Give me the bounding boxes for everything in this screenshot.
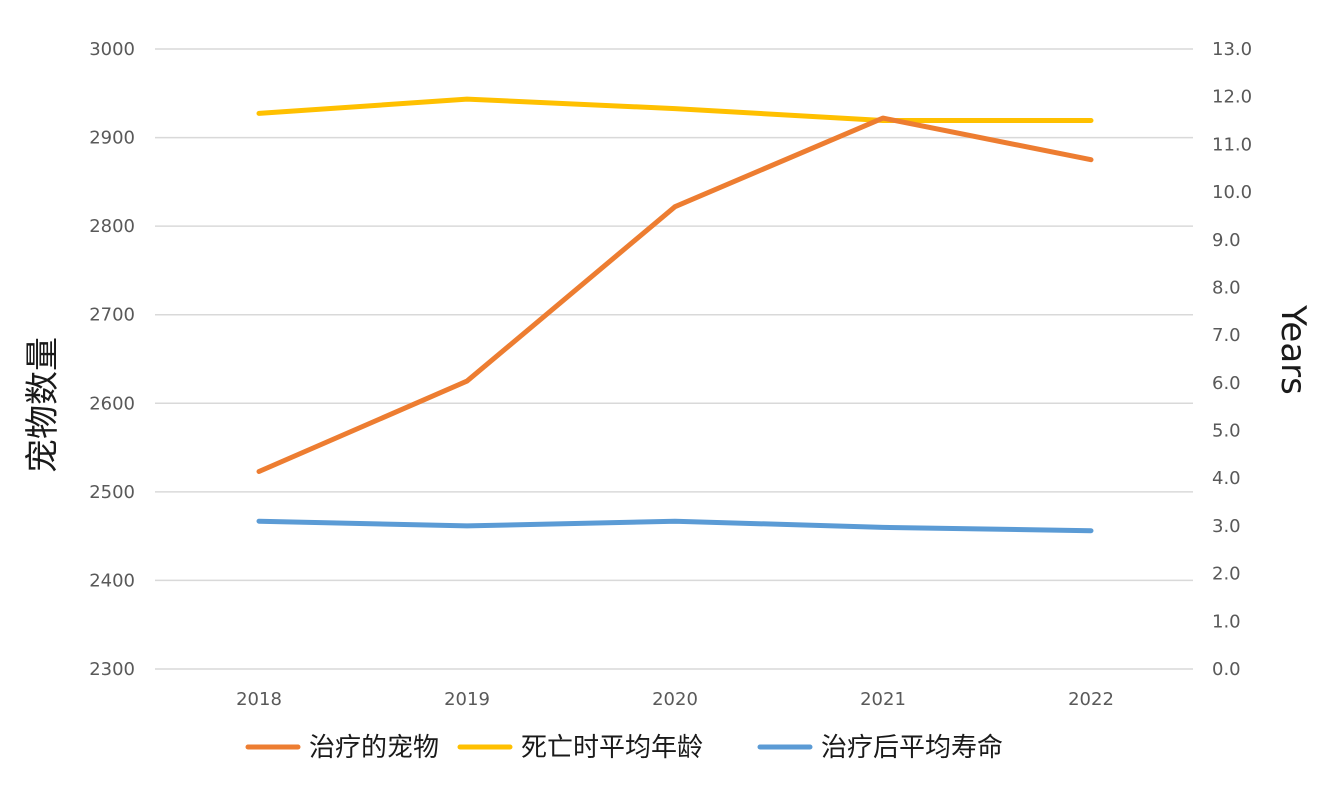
legend-label: 死亡时平均年龄 (521, 733, 703, 763)
x-tick-label: 2021 (860, 689, 906, 710)
left-tick-label: 2500 (89, 482, 135, 503)
right-tick-label: 2.0 (1212, 564, 1241, 585)
x-tick-label: 2019 (444, 689, 490, 710)
series-line-0 (256, 115, 1094, 474)
right-tick-label: 9.0 (1212, 230, 1241, 251)
legend: 治疗的宠物 死亡时平均年龄 治疗后平均寿命 (245, 733, 1003, 763)
right-tick-label: 8.0 (1212, 277, 1241, 298)
right-tick-label: 12.0 (1212, 87, 1252, 108)
x-tick-label: 2022 (1068, 689, 1114, 710)
left-tick-label: 3000 (89, 39, 135, 60)
left-tick-label: 2900 (89, 128, 135, 149)
right-tick-label: 7.0 (1212, 325, 1241, 346)
x-tick-label: 2018 (236, 689, 282, 710)
x-axis-ticks: 2018 2019 2020 2021 2022 (236, 689, 1114, 710)
left-tick-label: 2700 (89, 305, 135, 326)
legend-label: 治疗后平均寿命 (821, 733, 1003, 763)
left-tick-label: 2400 (89, 570, 135, 591)
series-line-1 (256, 96, 1094, 123)
left-tick-label: 2600 (89, 393, 135, 414)
gridlines (155, 48, 1193, 670)
left-axis-title: 宠物数量 (23, 337, 63, 473)
series-lines (256, 96, 1094, 534)
right-axis-title: Years (1273, 304, 1313, 395)
right-tick-label: 5.0 (1212, 421, 1241, 442)
legend-label: 治疗的宠物 (309, 733, 439, 763)
left-tick-label: 2800 (89, 216, 135, 237)
right-axis-ticks: 0.0 1.0 2.0 3.0 4.0 5.0 6.0 7.0 8.0 9.0 10.0 11.0 12… (1212, 39, 1252, 680)
right-tick-label: 3.0 (1212, 516, 1241, 537)
left-axis-ticks: 2300 2400 2500 2600 2700 2800 2900 3000 (89, 39, 135, 680)
right-tick-label: 1.0 (1212, 611, 1241, 632)
right-tick-label: 11.0 (1212, 134, 1252, 155)
right-tick-label: 10.0 (1212, 182, 1252, 203)
right-tick-label: 13.0 (1212, 39, 1252, 60)
left-tick-label: 2300 (89, 659, 135, 680)
right-tick-label: 4.0 (1212, 468, 1241, 489)
right-tick-label: 6.0 (1212, 373, 1241, 394)
right-tick-label: 0.0 (1212, 659, 1241, 680)
x-tick-label: 2020 (652, 689, 698, 710)
series-line-2 (256, 518, 1094, 534)
